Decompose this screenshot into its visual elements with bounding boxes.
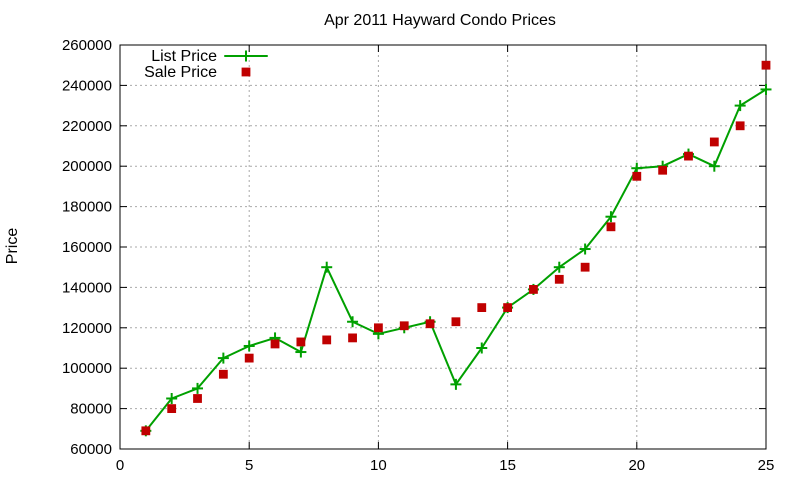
sale-price-point — [373, 323, 383, 333]
sale-price-point — [167, 404, 177, 414]
list-price-point — [217, 352, 229, 364]
y-tick-label: 140000 — [62, 279, 112, 296]
y-tick-label: 80000 — [70, 401, 112, 418]
x-tick-label: 10 — [370, 457, 387, 474]
x-tick-label: 20 — [628, 457, 645, 474]
x-tick-label: 0 — [116, 457, 124, 474]
sale-price-point — [684, 151, 693, 161]
list-price-point — [295, 346, 307, 358]
sale-price-point — [348, 333, 357, 343]
sale-price-point — [451, 317, 461, 327]
legend-list-price-symbol — [224, 50, 268, 62]
sale-price-point — [244, 353, 254, 363]
list-price-point — [166, 393, 178, 404]
x-tick-label: 25 — [758, 457, 775, 474]
x-tick-label: 15 — [499, 457, 516, 474]
sale-price-point — [503, 303, 513, 313]
sale-price-point — [709, 137, 719, 147]
sale-price-point — [554, 274, 564, 284]
grid-lines — [120, 45, 766, 449]
sale-price-point — [193, 394, 202, 403]
sale-price-point — [296, 337, 306, 347]
y-tick-label: 60000 — [70, 441, 112, 458]
sale-price-point — [270, 339, 280, 349]
legend-label-sale-price: Sale Price — [144, 64, 217, 81]
list-price-point — [605, 211, 617, 223]
list-price-point — [708, 160, 720, 172]
y-tick-label: 120000 — [62, 320, 112, 337]
legend-label-list-price: List Price — [151, 48, 217, 65]
sale-price-point — [606, 222, 616, 232]
axes — [119, 44, 767, 450]
list-price-point — [243, 340, 255, 352]
list-price-point — [760, 83, 772, 95]
legend-list-price-marker — [240, 50, 252, 62]
y-tick-label: 220000 — [62, 118, 112, 135]
sale-price-point — [580, 262, 590, 272]
list-price-point — [347, 316, 359, 328]
sale-price-point — [761, 60, 771, 70]
list-price-point — [450, 378, 462, 390]
list-price-point — [321, 261, 333, 273]
sale-price-point — [218, 369, 228, 379]
sale-price-point — [141, 426, 151, 436]
y-tick-label: 240000 — [62, 77, 112, 94]
list-price-point — [734, 100, 746, 112]
list-price-point — [192, 382, 204, 394]
y-tick-label: 260000 — [62, 37, 112, 54]
list-price-point — [631, 162, 643, 174]
y-tick-label: 160000 — [62, 239, 112, 256]
list-price-point — [476, 342, 488, 354]
sale-price-point — [735, 121, 745, 131]
chart-legend: List Price Sale Price — [144, 48, 268, 81]
list-price-point — [553, 261, 565, 273]
y-tick-label: 200000 — [62, 158, 112, 175]
sale-price-point — [529, 285, 538, 294]
data-series — [140, 60, 772, 437]
sale-price-point — [632, 171, 642, 181]
sale-price-point — [658, 165, 668, 175]
y-tick-label: 100000 — [62, 360, 112, 377]
sale-price-point — [399, 321, 409, 331]
sale-price-point — [477, 303, 487, 313]
y-axis-label: Price — [4, 228, 21, 265]
tick-labels: 0 5 10 15 20 25 60000 80000 100000 120000 140000 16… — [62, 37, 774, 474]
chart-title: Apr 2011 Hayward Condo Prices — [324, 12, 556, 29]
sale-price-point — [322, 335, 332, 345]
plot-border — [119, 44, 767, 450]
sale-price-point — [425, 319, 435, 329]
x-tick-label: 5 — [245, 457, 253, 474]
legend-sale-price-symbol — [241, 67, 251, 77]
legend-sale-price-marker — [241, 67, 251, 77]
list-price-point — [579, 243, 591, 255]
y-tick-label: 180000 — [62, 199, 112, 216]
